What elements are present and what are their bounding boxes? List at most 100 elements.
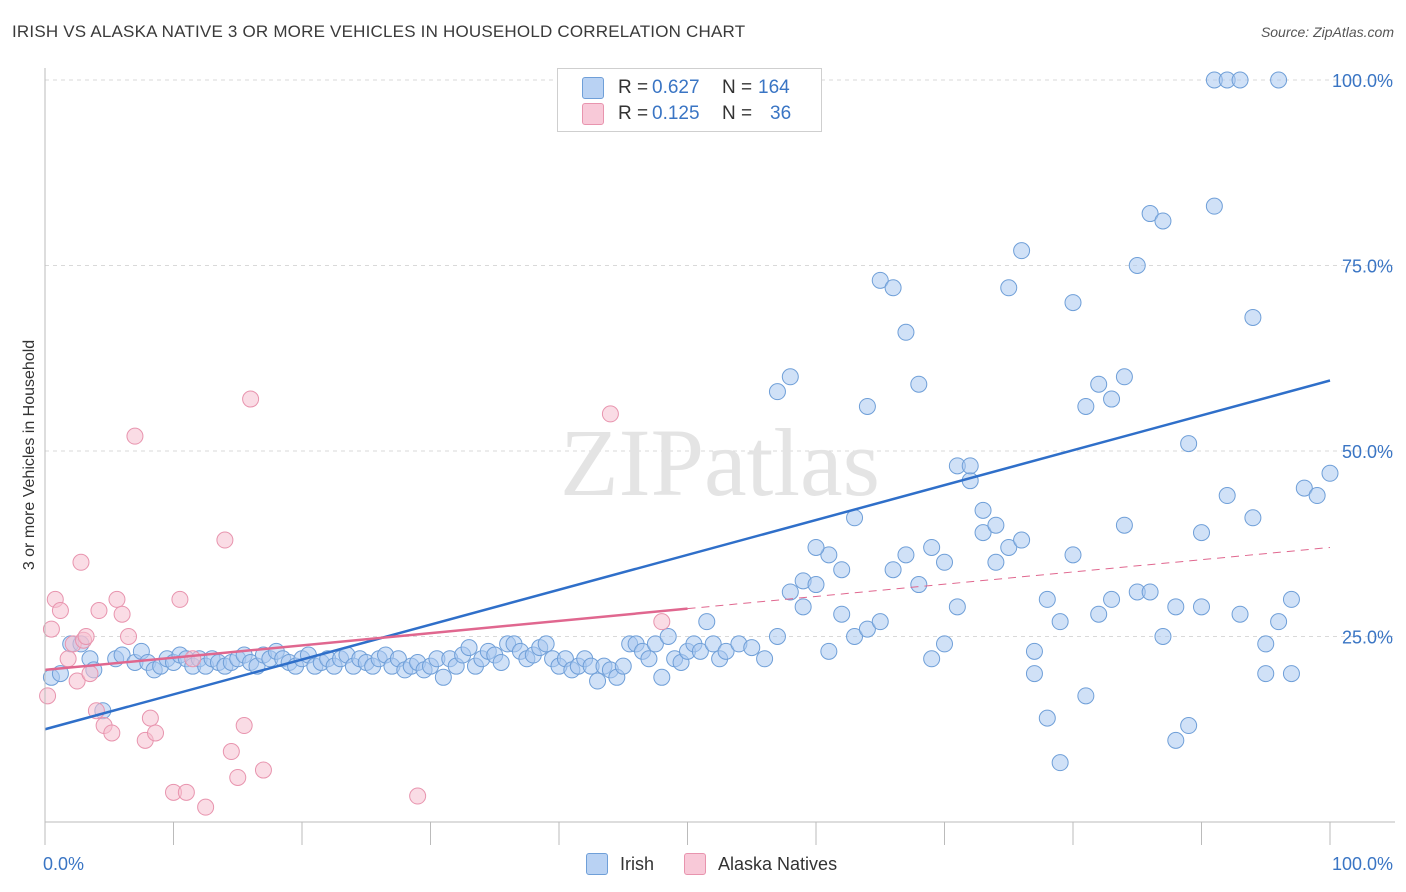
legend-item-irish: Irish <box>586 853 654 875</box>
y-tick-label: 50.0% <box>1342 442 1393 462</box>
irish-point <box>653 668 671 686</box>
legend-r-label: R = <box>618 103 649 124</box>
irish-point <box>1154 212 1172 230</box>
irish-point <box>1115 516 1133 534</box>
irish-point <box>897 323 915 341</box>
irish-point <box>807 576 825 594</box>
alaska-point <box>229 768 247 786</box>
x-tick-label: 0.0% <box>43 854 84 874</box>
alaska-point <box>59 650 77 668</box>
irish-point <box>987 553 1005 571</box>
alaska-points <box>39 390 671 816</box>
irish-point <box>1205 197 1223 215</box>
irish-point <box>589 672 607 690</box>
irish-point <box>640 650 658 668</box>
irish-point <box>1167 731 1185 749</box>
irish-point <box>1051 613 1069 631</box>
irish-point <box>974 501 992 519</box>
irish-point <box>1013 531 1031 549</box>
irish-swatch <box>582 77 604 99</box>
irish-point <box>1257 635 1275 653</box>
irish-point <box>1077 397 1095 415</box>
series-legend: Irish Alaska Natives <box>586 853 867 875</box>
irish-point <box>820 642 838 660</box>
legend-item-alaska: Alaska Natives <box>684 853 837 875</box>
chart-title: IRISH VS ALASKA NATIVE 3 OR MORE VEHICLE… <box>12 22 746 41</box>
irish-point <box>1282 665 1300 683</box>
irish-point <box>936 635 953 653</box>
watermark: ZIPatlas <box>560 409 880 516</box>
alaska-point <box>141 709 159 727</box>
alaska-point <box>254 761 272 779</box>
alaska-point <box>103 724 121 742</box>
alaska-point <box>242 390 260 408</box>
legend-n-value: 36 <box>770 103 792 124</box>
legend-r-label: R = <box>618 77 649 98</box>
irish-point <box>871 613 889 631</box>
alaska-point <box>72 553 90 571</box>
alaska-point <box>653 613 671 631</box>
legend-n-value: 164 <box>758 77 790 98</box>
irish-point <box>1038 590 1056 608</box>
irish-point <box>897 546 915 564</box>
y-tick-label: 100.0% <box>1332 71 1393 91</box>
irish-point <box>1282 590 1300 608</box>
irish-point <box>460 639 478 657</box>
irish-point <box>717 642 735 660</box>
irish-point <box>961 457 979 475</box>
irish-point <box>910 375 928 393</box>
alaska-point <box>409 787 427 805</box>
alaska-point <box>77 628 95 645</box>
irish-point <box>1090 605 1108 623</box>
irish-point <box>768 383 786 401</box>
irish-point <box>923 538 941 556</box>
irish-point <box>1038 709 1056 727</box>
alaska-point <box>68 672 86 690</box>
alaska-point <box>42 620 60 638</box>
alaska-point <box>222 743 240 761</box>
irish-point <box>756 650 774 668</box>
irish-point <box>833 561 851 579</box>
irish-point <box>1321 464 1339 482</box>
alaska-point <box>51 602 69 620</box>
irish-point <box>698 613 716 631</box>
grid-lines <box>45 79 1395 637</box>
y-tick-label: 75.0% <box>1342 257 1393 277</box>
irish-point <box>1167 598 1185 616</box>
irish-point <box>614 657 632 675</box>
legend-alaska-label: Alaska Natives <box>718 853 838 874</box>
irish-point <box>910 576 928 594</box>
source-label: Source: ZipAtlas.com <box>1260 24 1394 40</box>
irish-point <box>646 635 664 653</box>
irish-point <box>948 598 966 616</box>
irish-point <box>1295 479 1313 497</box>
alaska-point <box>601 405 619 423</box>
legend-r-value: 0.627 <box>652 77 700 98</box>
alaska-swatch <box>684 853 707 875</box>
alaska-point <box>216 531 234 549</box>
legend-row-alaska: R = 0.125 N = 36 <box>582 103 791 125</box>
y-tick-label: 25.0% <box>1342 628 1393 648</box>
irish-point <box>1218 487 1236 505</box>
irish-point <box>846 628 864 645</box>
irish-point <box>923 650 941 668</box>
legend-row-irish: R = 0.627 N = 164 <box>582 77 790 99</box>
irish-point <box>974 524 992 542</box>
irish-point <box>1244 308 1262 326</box>
irish-point <box>858 620 876 638</box>
x-tick-label: 100.0% <box>1332 854 1393 874</box>
irish-point <box>1270 71 1288 89</box>
irish-point <box>1025 665 1043 683</box>
irish-point <box>1308 487 1326 505</box>
irish-point <box>1064 546 1082 564</box>
alaska-point <box>81 665 99 683</box>
irish-point <box>1090 375 1108 393</box>
irish-point <box>1064 294 1082 312</box>
irish-point <box>884 279 902 297</box>
irish-point <box>781 583 799 601</box>
irish-point <box>1013 242 1031 260</box>
irish-point <box>1141 583 1159 601</box>
alaska-trend-line-extension <box>687 546 1331 610</box>
irish-point <box>1025 642 1043 660</box>
alaska-point <box>126 427 144 445</box>
